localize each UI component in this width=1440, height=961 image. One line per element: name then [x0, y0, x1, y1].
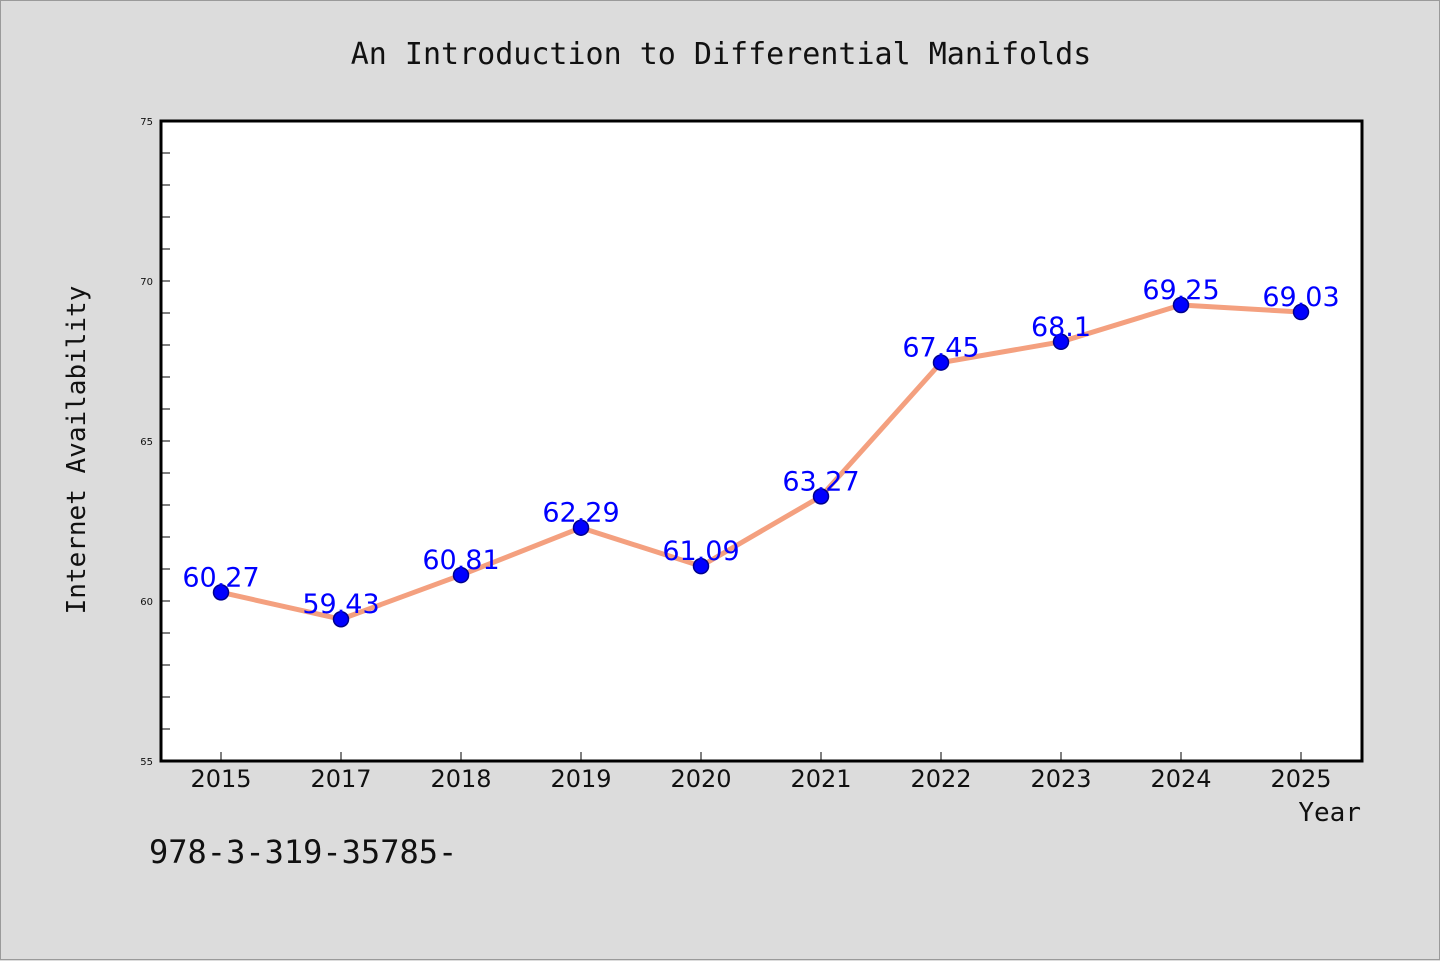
x-axis-label: Year: [1298, 798, 1361, 828]
data-label: 59.43: [302, 589, 379, 620]
data-point: [1052, 333, 1070, 351]
y-tick-label: 70: [140, 277, 153, 288]
x-tick-label: 2017: [310, 765, 371, 793]
y-tick-label: 60: [140, 597, 153, 608]
y-tick-label: 75: [140, 117, 153, 128]
data-point: [212, 584, 230, 601]
x-tick-label: 2018: [430, 765, 491, 793]
x-tick-label: 2015: [190, 765, 251, 793]
data-label: 60.81: [422, 545, 499, 576]
plot-area: [159, 119, 1364, 763]
x-axis: 2015 2017 2018 2019 2020 2021 2022 2023 2024 2025: [190, 752, 1332, 793]
y-tick-label: 55: [140, 757, 153, 768]
x-tick-label: 2023: [1030, 765, 1091, 793]
data-label: 62.29: [542, 498, 619, 529]
data-label: 60.27: [182, 562, 259, 593]
data-points: [212, 296, 1310, 628]
x-tick-label: 2020: [670, 765, 731, 793]
y-axis: 55 60 65 70 75: [140, 117, 170, 768]
data-label: 69.03: [1262, 282, 1339, 313]
y-tick-label: 65: [140, 437, 153, 448]
x-tick-label: 2021: [790, 765, 851, 793]
x-tick-label: 2022: [910, 765, 971, 793]
data-point: [932, 354, 950, 371]
data-label: 61.09: [662, 536, 739, 567]
x-tick-label: 2019: [550, 765, 611, 793]
data-point: [332, 610, 350, 628]
isbn-code: 978-3-319-35785-: [149, 833, 458, 871]
data-point: [572, 519, 590, 536]
data-point: [452, 566, 470, 584]
data-point: [1292, 303, 1310, 321]
data-label: 68.1: [1031, 312, 1091, 343]
x-tick-label: 2025: [1270, 765, 1331, 793]
data-label: 69.25: [1142, 275, 1219, 306]
data-point: [692, 557, 710, 575]
data-point: [1172, 296, 1190, 314]
chart-title: An Introduction to Differential Manifold…: [351, 37, 1092, 72]
data-labels: 60.27 59.43 60.81 62.29 61.09 63.27 67.45 68.1 6…: [182, 275, 1339, 620]
x-tick-label: 2024: [1150, 765, 1211, 793]
series-line: [218, 302, 1304, 622]
y-axis-label: Internet Availability: [62, 286, 92, 615]
data-label: 67.45: [902, 333, 979, 364]
data-point: [812, 488, 830, 505]
data-label: 63.27: [782, 466, 859, 497]
